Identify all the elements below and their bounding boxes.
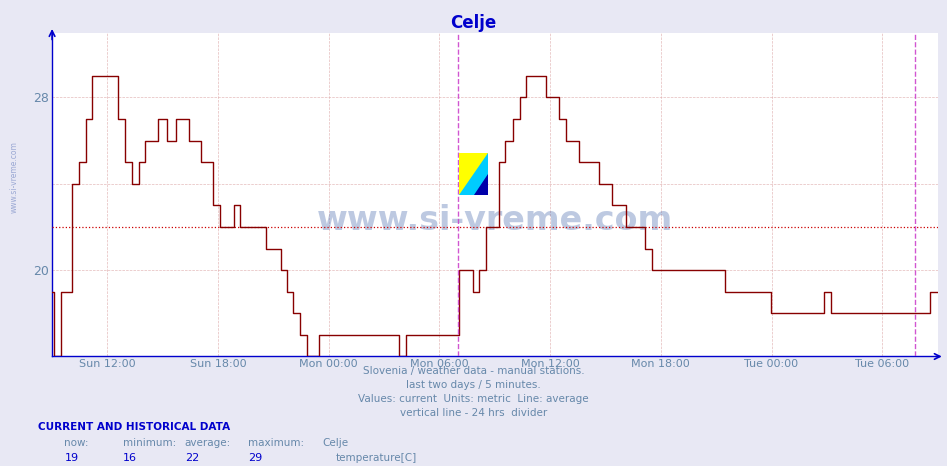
Text: Values: current  Units: metric  Line: average: Values: current Units: metric Line: aver…: [358, 394, 589, 404]
Polygon shape: [474, 174, 488, 195]
Text: 16: 16: [123, 453, 137, 463]
Text: Slovenia / weather data - manual stations.: Slovenia / weather data - manual station…: [363, 366, 584, 376]
Text: CURRENT AND HISTORICAL DATA: CURRENT AND HISTORICAL DATA: [38, 422, 230, 432]
Text: maximum:: maximum:: [248, 438, 304, 448]
Text: vertical line - 24 hrs  divider: vertical line - 24 hrs divider: [400, 408, 547, 418]
Polygon shape: [459, 153, 488, 195]
Text: minimum:: minimum:: [123, 438, 176, 448]
Text: 19: 19: [64, 453, 79, 463]
Polygon shape: [459, 153, 488, 195]
Text: www.si-vreme.com: www.si-vreme.com: [9, 141, 19, 213]
Text: now:: now:: [64, 438, 89, 448]
Text: average:: average:: [185, 438, 231, 448]
Text: Celje: Celje: [451, 14, 496, 32]
Text: temperature[C]: temperature[C]: [336, 453, 418, 463]
Text: Celje: Celje: [322, 438, 348, 448]
Text: www.si-vreme.com: www.si-vreme.com: [316, 204, 673, 237]
Text: 29: 29: [248, 453, 262, 463]
Text: 22: 22: [185, 453, 199, 463]
Text: last two days / 5 minutes.: last two days / 5 minutes.: [406, 380, 541, 390]
